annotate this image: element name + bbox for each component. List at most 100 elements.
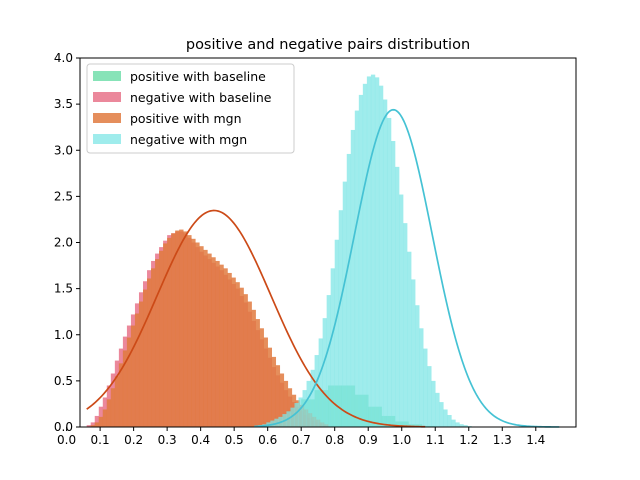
- bar: [382, 99, 388, 427]
- y-tick-label: 3.5: [54, 97, 73, 111]
- bar: [163, 243, 168, 427]
- y-tick-label: 4.0: [54, 51, 73, 65]
- bar: [302, 390, 307, 427]
- bar: [275, 365, 281, 427]
- bar: [374, 77, 380, 428]
- bar: [298, 397, 303, 427]
- bar: [435, 392, 440, 427]
- bar: [427, 366, 432, 427]
- bar: [366, 76, 372, 427]
- legend-swatch: [93, 71, 121, 81]
- bar: [203, 249, 208, 427]
- bar: [94, 415, 100, 427]
- bar: [386, 117, 392, 428]
- bar: [247, 301, 252, 427]
- bar: [350, 129, 356, 427]
- y-tick-label: 2.5: [54, 189, 73, 203]
- bar: [167, 237, 172, 427]
- x-tick-label: 1.4: [526, 433, 545, 447]
- bar: [191, 238, 196, 427]
- bar: [271, 356, 277, 427]
- bar: [114, 376, 120, 427]
- bar: [263, 337, 268, 427]
- bar: [183, 231, 188, 427]
- y-tick-label: 2.0: [54, 236, 73, 250]
- bar: [130, 325, 136, 427]
- bar: [419, 328, 424, 427]
- bar: [90, 425, 96, 427]
- legend-swatch: [93, 92, 121, 102]
- bar: [358, 94, 364, 428]
- bar: [175, 230, 180, 427]
- bar: [102, 409, 108, 427]
- legend-label: negative with baseline: [130, 90, 272, 105]
- y-tick-label: 0.0: [54, 420, 73, 434]
- legend-label: positive with mgn: [130, 111, 242, 126]
- bar: [314, 355, 319, 427]
- x-tick-label: 0.2: [124, 433, 143, 447]
- bar: [443, 409, 448, 427]
- bar: [147, 278, 152, 427]
- bar: [110, 388, 116, 427]
- legend-swatch: [93, 113, 121, 123]
- bar: [243, 294, 248, 427]
- bar: [143, 289, 148, 427]
- bar: [171, 233, 176, 427]
- x-tick-label: 0.4: [191, 433, 210, 447]
- bar: [151, 268, 156, 427]
- legend: positive with baseline negative with base…: [86, 63, 295, 154]
- legend-box: [86, 63, 295, 154]
- bar: [411, 279, 416, 427]
- x-tick-label: 0.0: [57, 433, 76, 447]
- bar: [318, 338, 323, 427]
- bar: [122, 350, 128, 427]
- bar: [407, 251, 412, 427]
- y-tick-label: 3.0: [54, 143, 73, 157]
- legend-label: positive with baseline: [130, 69, 266, 84]
- bar: [223, 268, 228, 427]
- x-axis: 0.0 0.1 0.2 0.3 0.4 0.5 0.6 0.7 0.8 0.9 1.0 1.1 1.2 1…: [57, 427, 545, 447]
- fit-curve-1: [254, 108, 560, 428]
- bar: [362, 83, 368, 427]
- x-tick-label: 0.1: [91, 433, 110, 447]
- bar: [90, 422, 96, 427]
- y-tick-label: 0.5: [54, 374, 73, 388]
- bar: [455, 422, 460, 427]
- chart-title: positive and negative pairs distribution: [186, 37, 470, 53]
- bar: [463, 425, 468, 427]
- x-tick-label: 1.1: [426, 433, 445, 447]
- bar: [179, 229, 184, 427]
- bar: [98, 416, 104, 427]
- legend-label: negative with mgn: [130, 132, 247, 147]
- bar: [399, 194, 404, 427]
- bar: [155, 259, 160, 427]
- bar: [138, 301, 144, 427]
- bar: [342, 181, 348, 427]
- x-tick-label: 1.2: [459, 433, 478, 447]
- fit-curve-0: [86, 209, 426, 428]
- series-3: [254, 74, 472, 428]
- bar: [251, 309, 256, 427]
- x-tick-label: 0.3: [158, 433, 177, 447]
- x-tick-label: 1.3: [493, 433, 512, 447]
- bar: [306, 380, 311, 428]
- bar: [334, 239, 340, 427]
- bar: [294, 403, 299, 427]
- fit-curves-layer: [86, 108, 560, 428]
- y-tick-label: 1.5: [54, 282, 73, 296]
- x-tick-label: 0.6: [258, 433, 277, 447]
- series-2: [90, 229, 329, 428]
- bar: [267, 347, 272, 427]
- bar: [207, 253, 212, 427]
- bar: [290, 407, 295, 427]
- bar: [211, 257, 216, 427]
- y-axis: 0.0 0.5 1.0 1.5 2.0 2.5 3.0 3.5 4.0: [54, 51, 80, 434]
- bar: [287, 388, 293, 427]
- bar: [415, 305, 420, 427]
- bar: [187, 235, 192, 427]
- bar: [86, 425, 92, 427]
- bar: [459, 424, 464, 427]
- bar: [118, 363, 124, 427]
- bar: [219, 264, 224, 427]
